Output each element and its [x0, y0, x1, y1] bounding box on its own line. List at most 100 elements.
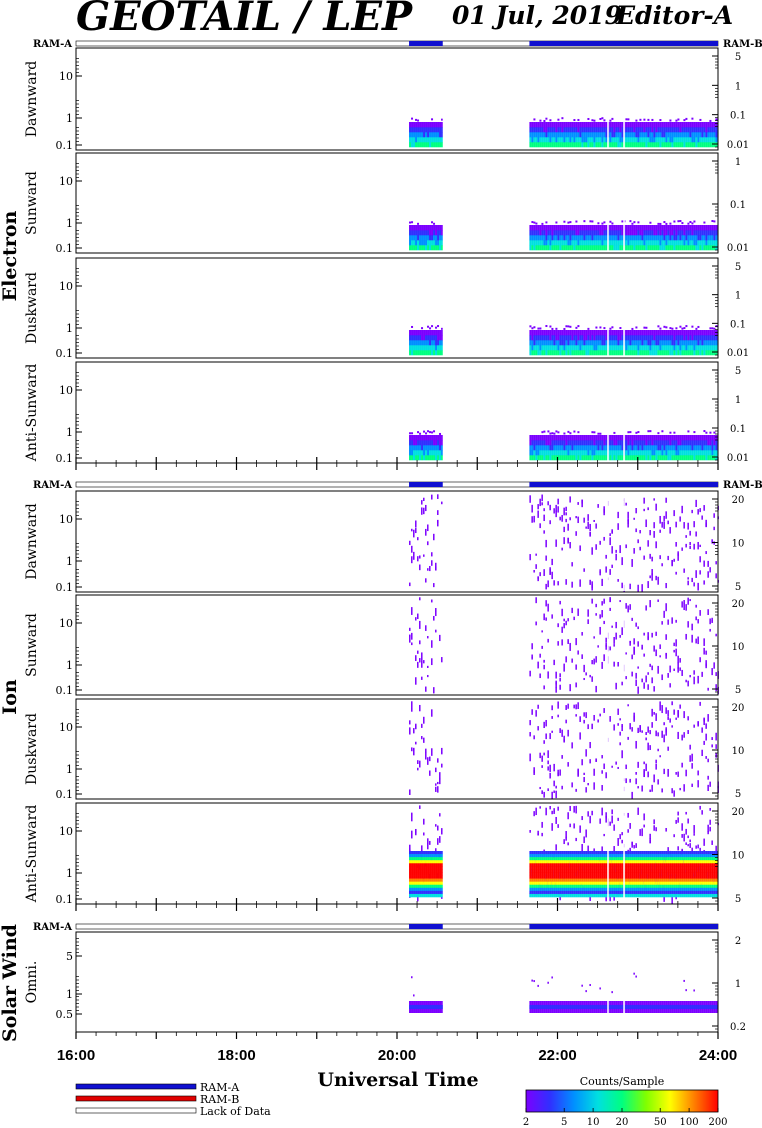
cell — [429, 445, 432, 451]
cell — [601, 755, 603, 759]
cell — [681, 345, 684, 351]
panel-label: Duskward — [24, 272, 40, 344]
cell — [625, 851, 628, 855]
cell — [571, 122, 574, 128]
cell — [577, 608, 579, 616]
cell — [435, 629, 437, 633]
cell — [673, 790, 675, 797]
cell — [651, 118, 654, 121]
cell — [649, 350, 652, 356]
cell — [537, 504, 539, 510]
cell — [639, 330, 642, 336]
cell — [711, 617, 713, 622]
cell — [441, 225, 443, 231]
cell — [637, 878, 640, 882]
cell — [715, 335, 718, 341]
cell — [421, 142, 424, 148]
cell — [551, 450, 554, 456]
cell — [647, 540, 649, 547]
cell — [415, 330, 418, 336]
cell — [411, 872, 414, 876]
cell — [553, 860, 556, 864]
cell — [661, 132, 664, 138]
cell — [663, 245, 666, 251]
cell — [589, 435, 592, 441]
cell — [615, 225, 618, 231]
cell — [551, 127, 554, 133]
cell — [673, 245, 676, 251]
cell — [703, 740, 705, 745]
cell — [591, 450, 594, 456]
cell — [563, 739, 565, 742]
cell — [639, 857, 642, 861]
cell — [549, 330, 552, 336]
cell — [643, 761, 645, 765]
cell — [713, 431, 716, 434]
data-gap — [607, 700, 609, 798]
cell — [563, 866, 566, 870]
cell — [573, 851, 576, 855]
cell — [439, 893, 442, 898]
cell — [673, 230, 676, 236]
cell — [419, 225, 422, 231]
cell — [547, 881, 550, 886]
cell — [537, 350, 540, 356]
cell — [655, 884, 658, 889]
cell — [557, 240, 560, 246]
cell — [625, 142, 628, 148]
cell — [619, 851, 622, 855]
cell — [683, 602, 685, 611]
cell — [617, 350, 620, 356]
cell — [421, 230, 424, 236]
cell — [579, 350, 582, 356]
cell — [555, 245, 558, 251]
cell — [635, 350, 638, 356]
cell — [655, 503, 657, 511]
cell — [715, 440, 718, 446]
cell — [709, 330, 712, 336]
cell — [609, 821, 611, 826]
cell — [557, 127, 560, 133]
cell — [715, 573, 717, 579]
cell — [541, 450, 544, 456]
cell — [437, 225, 440, 231]
cell — [675, 455, 678, 461]
cell — [557, 498, 559, 505]
cell — [423, 245, 426, 251]
cell — [423, 142, 426, 148]
cell — [639, 890, 642, 895]
cell — [677, 655, 679, 664]
cell — [713, 225, 716, 231]
cell — [599, 326, 602, 329]
cell — [683, 225, 686, 231]
cell — [617, 440, 620, 446]
cell — [611, 450, 614, 456]
cell — [635, 445, 638, 451]
cell — [583, 235, 586, 241]
cell — [691, 634, 693, 643]
cell — [655, 875, 658, 879]
cell — [585, 872, 588, 876]
cell — [599, 440, 602, 446]
cell — [433, 615, 435, 621]
cell — [589, 235, 592, 241]
cell — [609, 340, 612, 346]
cell — [549, 869, 552, 873]
cell — [417, 556, 419, 562]
cell — [535, 132, 538, 138]
cell — [677, 127, 680, 133]
cell — [549, 854, 552, 858]
cell — [435, 137, 438, 143]
cell — [529, 440, 532, 446]
cell — [429, 866, 432, 870]
cell — [711, 668, 713, 676]
cell — [667, 230, 670, 236]
cell — [703, 142, 706, 148]
cell — [599, 866, 602, 870]
cell — [675, 240, 678, 246]
cell — [567, 887, 570, 892]
cell — [713, 445, 716, 451]
cell — [429, 890, 432, 895]
cell — [415, 118, 418, 121]
